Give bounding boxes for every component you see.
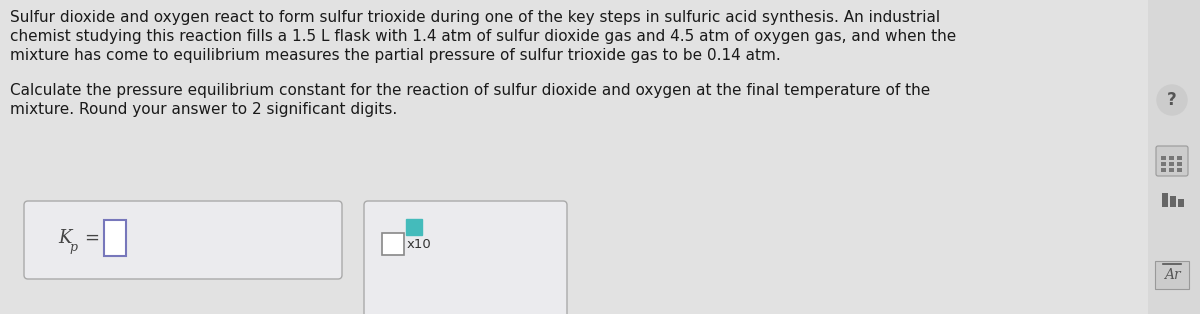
Bar (1170, 196, 1176, 207)
Bar (1177, 168, 1182, 172)
Text: mixture. Round your answer to 2 significant digits.: mixture. Round your answer to 2 signific… (10, 102, 397, 117)
Text: Ar: Ar (1164, 268, 1181, 282)
Text: mixture has come to equilibrium measures the partial pressure of sulfur trioxide: mixture has come to equilibrium measures… (10, 48, 781, 63)
Bar (1162, 193, 1168, 207)
Bar (1162, 162, 1166, 166)
FancyBboxPatch shape (24, 201, 342, 279)
FancyBboxPatch shape (364, 201, 568, 314)
Circle shape (1157, 85, 1187, 115)
Text: ?: ? (1168, 91, 1177, 109)
FancyBboxPatch shape (1154, 261, 1189, 289)
FancyBboxPatch shape (1148, 0, 1200, 314)
Text: Calculate the pressure equilibrium constant for the reaction of sulfur dioxide a: Calculate the pressure equilibrium const… (10, 83, 930, 98)
Text: x10: x10 (407, 237, 432, 251)
Text: chemist studying this reaction fills a 1.5 L flask with 1.4 atm of sulfur dioxid: chemist studying this reaction fills a 1… (10, 29, 956, 44)
Text: K: K (58, 229, 72, 247)
Bar (1177, 162, 1182, 166)
FancyBboxPatch shape (406, 219, 422, 235)
Text: p: p (70, 241, 77, 253)
Bar (1162, 156, 1166, 160)
Bar (1169, 162, 1174, 166)
Bar (1178, 199, 1184, 207)
FancyBboxPatch shape (104, 220, 126, 256)
Bar (1169, 156, 1174, 160)
FancyBboxPatch shape (382, 233, 404, 255)
Text: Sulfur dioxide and oxygen react to form sulfur trioxide during one of the key st: Sulfur dioxide and oxygen react to form … (10, 10, 940, 25)
Bar (1169, 168, 1174, 172)
Bar (1162, 168, 1166, 172)
Bar (1177, 156, 1182, 160)
FancyBboxPatch shape (1156, 146, 1188, 176)
Text: =: = (84, 229, 98, 247)
